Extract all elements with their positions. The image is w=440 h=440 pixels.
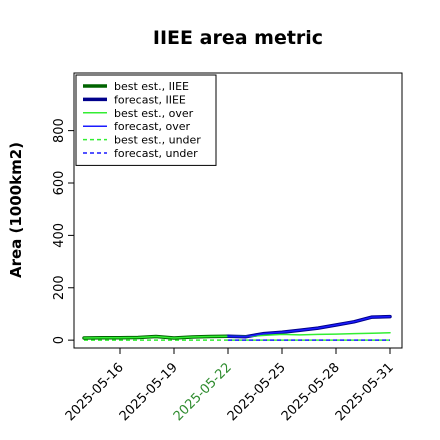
- series-line-3: [227, 315, 391, 338]
- y-tick-label: 0: [52, 336, 67, 344]
- y-tick-label: 600: [52, 171, 67, 196]
- legend-label: best est., over: [114, 107, 194, 120]
- y-ticks: 0 200 400 600 800: [52, 118, 74, 344]
- legend-label: forecast, under: [114, 147, 198, 160]
- x-tick-label: 2025-05-31: [333, 360, 397, 424]
- series-lines: [82, 314, 392, 341]
- legend-label: forecast, over: [114, 120, 190, 133]
- legend-label: best est., under: [114, 134, 201, 147]
- chart-title: IIEE area metric: [153, 27, 323, 49]
- y-tick-label: 800: [52, 118, 67, 143]
- y-tick-label: 200: [52, 275, 67, 300]
- legend-label: best est., IIEE: [114, 80, 189, 93]
- y-axis-label: Area (1000km2): [7, 142, 25, 278]
- y-tick-label: 400: [52, 223, 67, 248]
- x-ticks: 2025-05-162025-05-192025-05-222025-05-25…: [63, 348, 397, 424]
- plot-frame: [73, 72, 403, 349]
- legend-box: [75, 74, 217, 166]
- legend-label: forecast, IIEE: [114, 93, 186, 106]
